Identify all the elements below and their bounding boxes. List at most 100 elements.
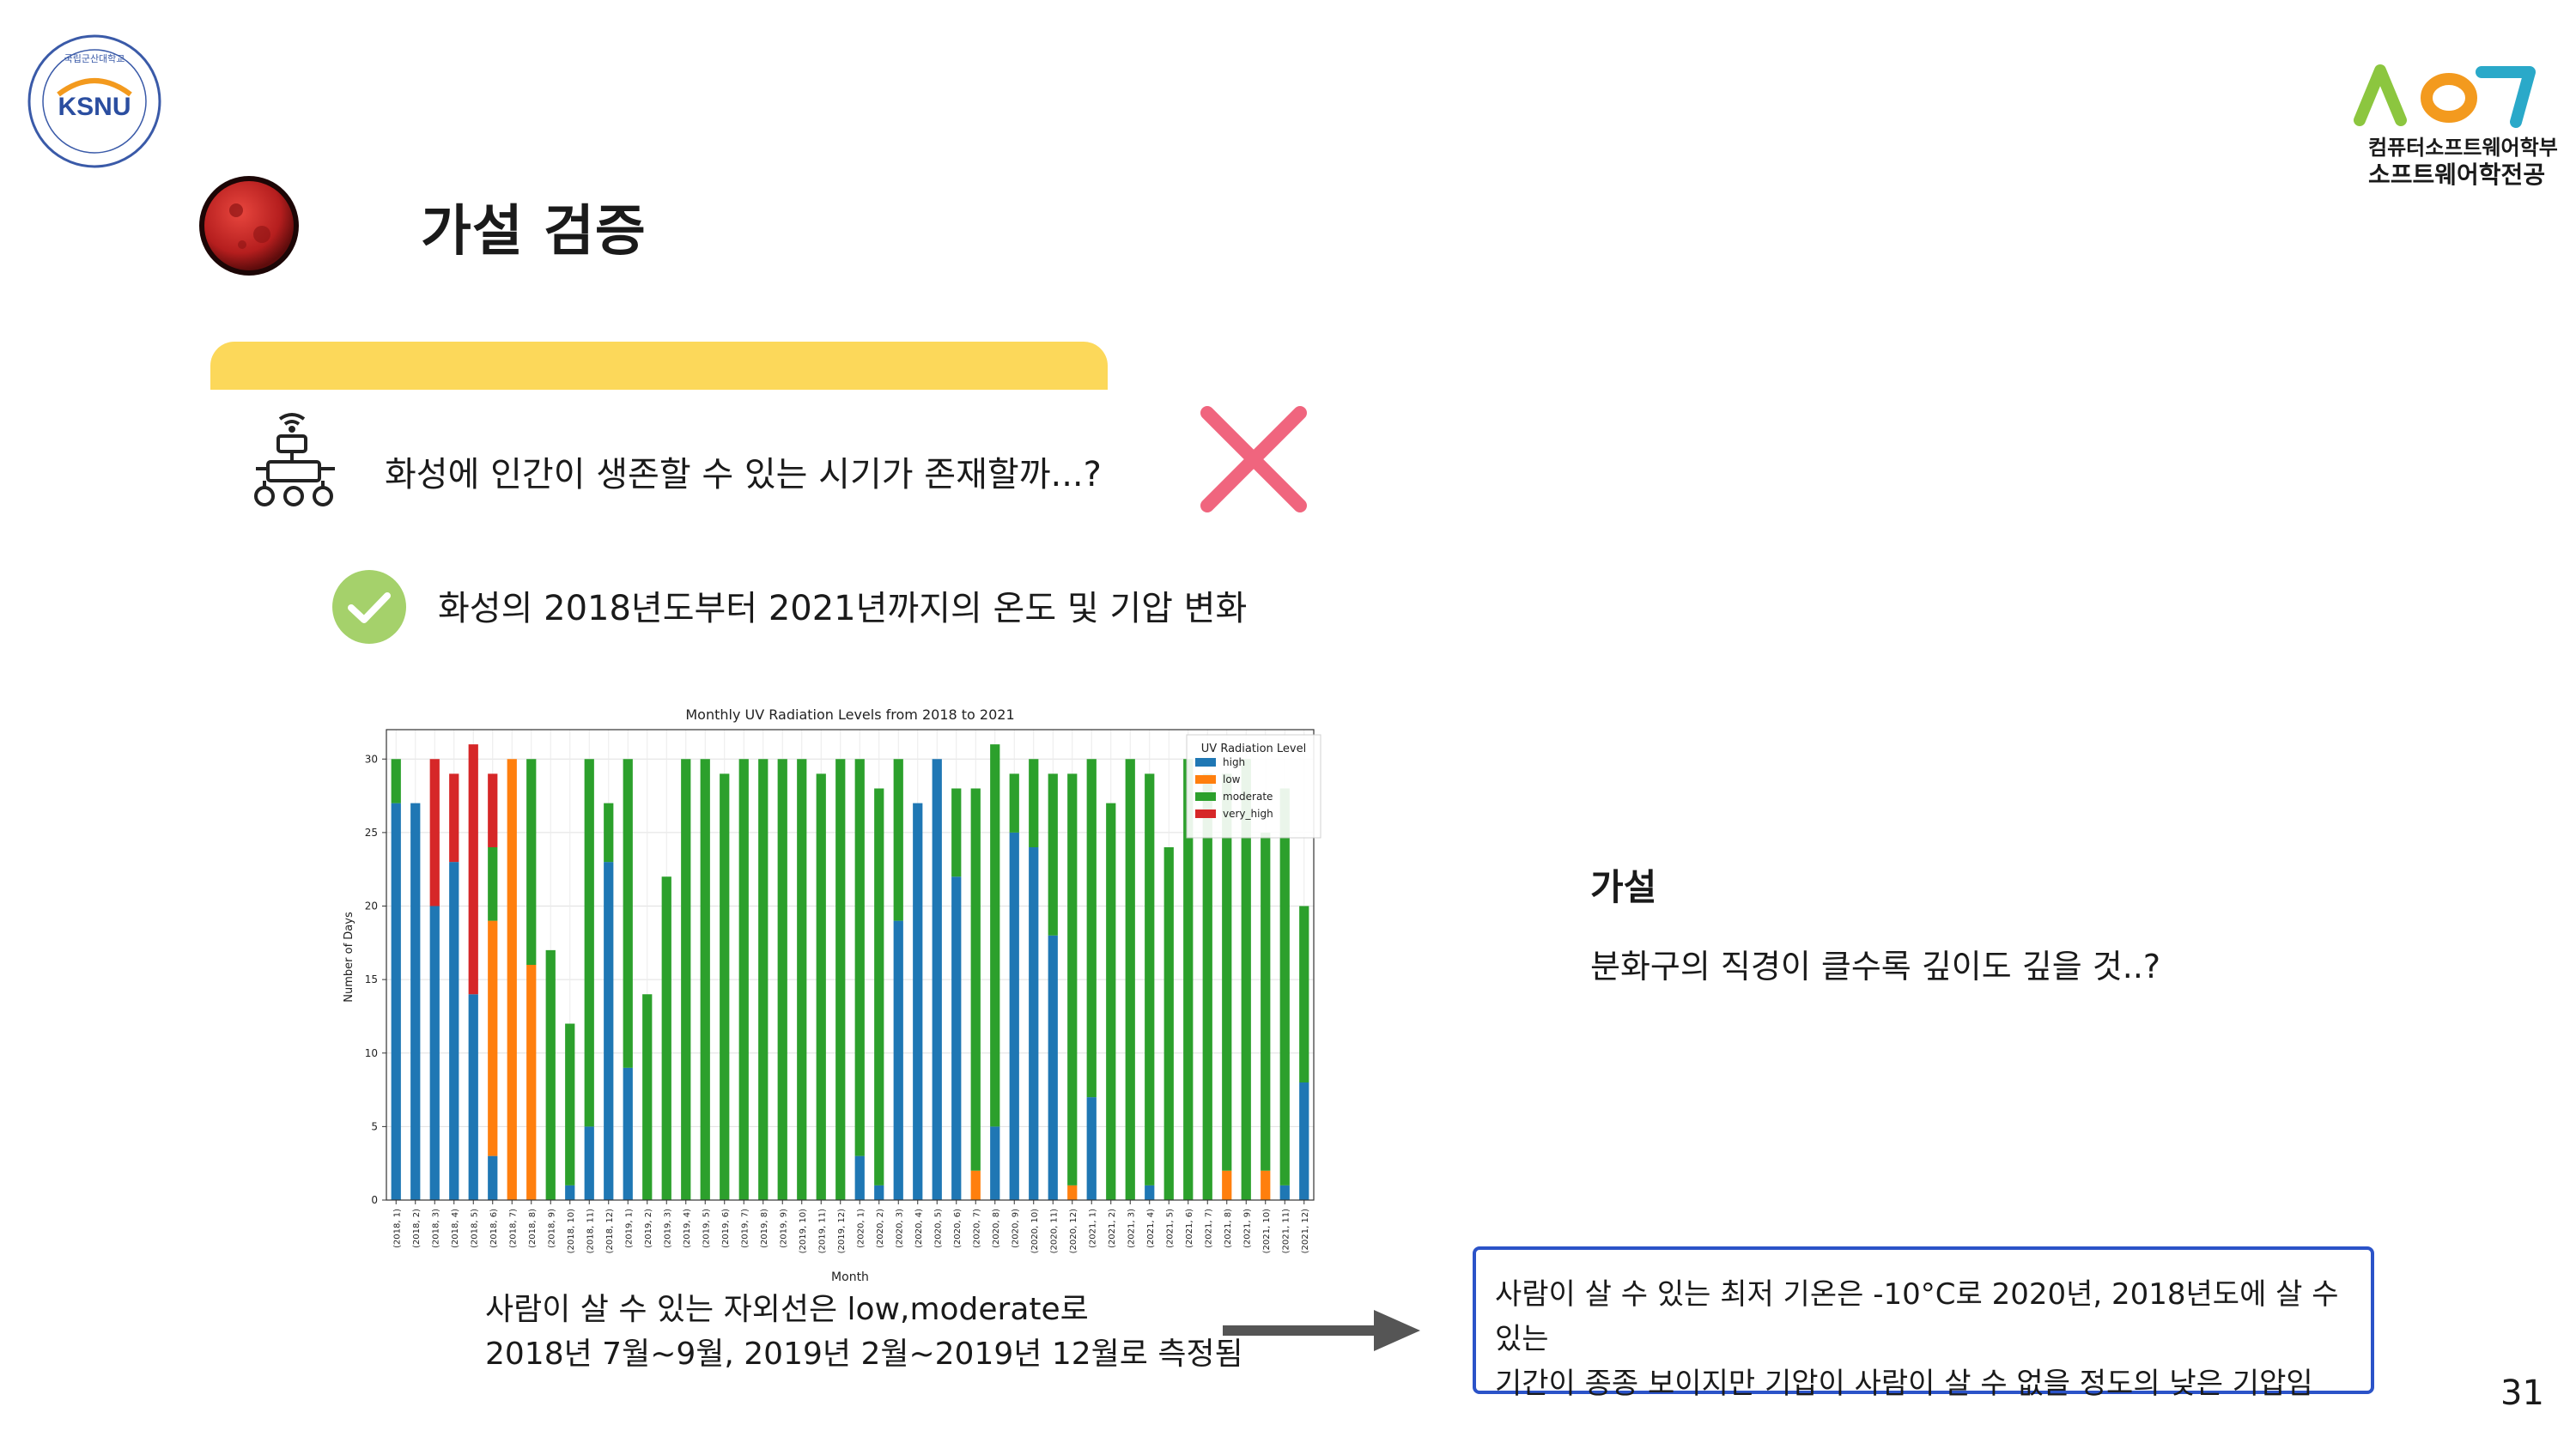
x-tick-label: (2019, 10) xyxy=(799,1209,808,1253)
bar-high xyxy=(1086,1097,1097,1200)
bar-moderate xyxy=(1067,773,1078,1185)
legend-title: UV Radiation Level xyxy=(1201,743,1306,755)
x-tick-label: (2019, 6) xyxy=(721,1209,731,1248)
x-tick-label: (2021, 6) xyxy=(1185,1209,1194,1248)
x-tick-label: (2021, 1) xyxy=(1088,1209,1097,1248)
x-tick-label: (2020, 5) xyxy=(933,1209,943,1248)
chart-x-axis-label: Month xyxy=(831,1270,869,1284)
bar-very_high xyxy=(488,773,498,847)
bar-low xyxy=(488,920,498,1156)
bar-high xyxy=(1029,847,1039,1200)
x-tick-label: (2021, 4) xyxy=(1146,1209,1156,1248)
bar-moderate xyxy=(720,773,730,1200)
bar-moderate xyxy=(816,773,826,1200)
x-tick-label: (2020, 1) xyxy=(856,1209,866,1248)
x-tick-label: (2018, 2) xyxy=(412,1209,422,1248)
x-tick-label: (2019, 3) xyxy=(663,1209,672,1248)
x-tick-label: (2020, 3) xyxy=(895,1209,904,1248)
bar-moderate xyxy=(565,1023,575,1185)
hypothesis-text: 분화구의 직경이 클수록 깊이도 깊을 것..? xyxy=(1590,948,2161,985)
legend-swatch-high xyxy=(1195,758,1216,767)
x-tick-label: (2018, 6) xyxy=(489,1209,499,1248)
chart-legend: UV Radiation Level high low moderate very_h… xyxy=(1186,734,1321,839)
y-tick-label: 15 xyxy=(365,973,378,985)
bar-low xyxy=(507,759,517,1200)
x-tick-label: (2020, 10) xyxy=(1030,1209,1040,1253)
x-tick-label: (2020, 12) xyxy=(1069,1209,1078,1253)
x-tick-label: (2020, 2) xyxy=(876,1209,885,1248)
bar-high xyxy=(913,803,923,1200)
bar-moderate xyxy=(661,876,671,1200)
check-circle-icon xyxy=(331,568,408,646)
right-arrow-icon xyxy=(1219,1305,1425,1356)
bar-high xyxy=(874,1185,884,1200)
x-tick-label: (2018, 10) xyxy=(567,1209,576,1253)
bar-moderate xyxy=(1048,773,1058,936)
bar-very_high xyxy=(468,744,478,995)
x-tick-label: (2021, 11) xyxy=(1281,1209,1291,1253)
department-sub-label: 컴퓨터소프트웨어학부 xyxy=(2368,136,2558,160)
bar-moderate xyxy=(893,759,903,921)
bar-moderate xyxy=(1299,906,1309,1082)
x-tick-label: (2019, 2) xyxy=(644,1209,653,1248)
bar-high xyxy=(429,906,440,1200)
bar-moderate xyxy=(584,759,594,1127)
bar-high xyxy=(449,862,459,1200)
y-tick-label: 25 xyxy=(365,827,378,839)
bar-moderate xyxy=(1029,759,1039,847)
bar-moderate xyxy=(835,759,846,1200)
x-tick-label: (2019, 7) xyxy=(740,1209,750,1248)
x-tick-label: (2020, 8) xyxy=(992,1209,1001,1248)
bar-high xyxy=(854,1155,865,1200)
bar-high xyxy=(1009,832,1019,1200)
bar-moderate xyxy=(1086,759,1097,1098)
bar-moderate xyxy=(738,759,749,1200)
x-tick-label: (2018, 8) xyxy=(528,1209,538,1248)
bar-high xyxy=(1279,1185,1290,1200)
y-tick-label: 10 xyxy=(365,1047,378,1059)
result-line-1: 사람이 살 수 있는 최저 기온은 -10°C로 2020년, 2018년도에 … xyxy=(1495,1277,2339,1356)
bar-high xyxy=(584,1126,594,1200)
result-line-2: 기간이 종종 보이지만 기압이 사람이 살 수 없을 정도의 낮은 기압임 xyxy=(1495,1367,2313,1401)
question-text: 화성에 인간이 생존할 수 있는 시기가 존재할까...? xyxy=(385,455,1102,494)
x-tick-label: (2019, 11) xyxy=(817,1209,827,1253)
bar-low xyxy=(526,965,537,1200)
chart-y-axis-label: Number of Days xyxy=(343,912,355,1003)
x-tick-label: (2019, 4) xyxy=(683,1209,692,1248)
bar-moderate xyxy=(777,759,787,1200)
bar-moderate xyxy=(1202,773,1212,1200)
x-tick-label: (2019, 12) xyxy=(837,1209,847,1253)
bar-moderate xyxy=(951,788,962,877)
legend-label-high: high xyxy=(1223,756,1245,768)
x-tick-label: (2018, 7) xyxy=(508,1209,518,1248)
bar-moderate xyxy=(1261,832,1271,1171)
bar-moderate xyxy=(488,847,498,921)
bar-high xyxy=(391,803,401,1200)
uv-note: 사람이 살 수 있는 자외선은 low,moderate로 2018년 7월~9… xyxy=(485,1288,1243,1377)
mars-planet-icon xyxy=(197,174,301,277)
x-tick-label: (2018, 9) xyxy=(547,1209,556,1248)
x-tick-label: (2020, 7) xyxy=(972,1209,981,1248)
bar-moderate xyxy=(1241,759,1251,1200)
bar-moderate xyxy=(1279,788,1290,1185)
chart-title: Monthly UV Radiation Levels from 2018 to… xyxy=(685,706,1014,723)
ksnu-logo: KSNU 국립군산대학교 xyxy=(26,33,163,170)
x-tick-label: (2020, 9) xyxy=(1011,1209,1020,1248)
bar-high xyxy=(932,759,942,1200)
bar-high xyxy=(1299,1082,1309,1200)
page-number: 31 xyxy=(2500,1373,2544,1413)
legend-swatch-low xyxy=(1195,775,1216,784)
x-tick-label: (2018, 11) xyxy=(586,1209,595,1253)
legend-label-very_high: very_high xyxy=(1223,808,1273,820)
bar-high xyxy=(488,1155,498,1200)
ksnu-ring-text: 국립군산대학교 xyxy=(64,53,125,64)
x-tick-label: (2021, 3) xyxy=(1127,1209,1136,1248)
uv-note-line-2: 2018년 7월~9월, 2019년 2월~2019년 12월로 측정됨 xyxy=(485,1337,1243,1372)
bar-moderate xyxy=(681,759,691,1200)
bar-moderate xyxy=(545,949,556,1200)
x-tick-label: (2019, 1) xyxy=(624,1209,634,1248)
bar-moderate xyxy=(526,759,537,965)
y-tick-label: 5 xyxy=(371,1120,378,1132)
bar-low xyxy=(970,1170,981,1200)
bar-moderate xyxy=(1163,847,1174,1200)
